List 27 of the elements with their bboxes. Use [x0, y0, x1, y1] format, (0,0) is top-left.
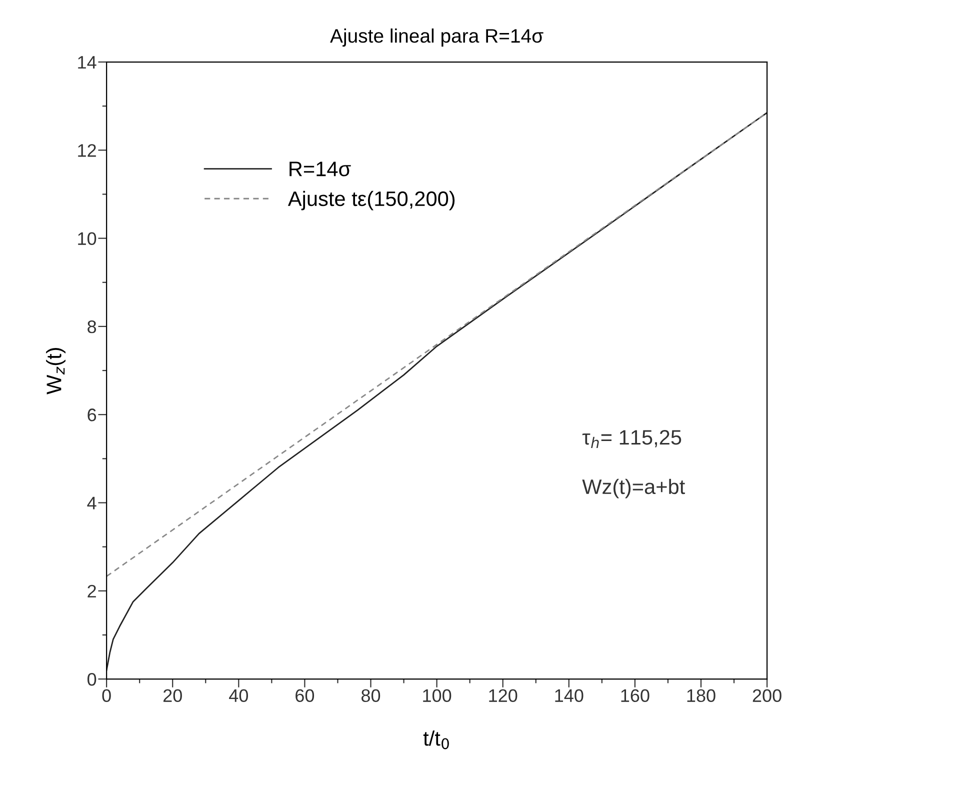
x-tick-label: 140 [555, 689, 584, 702]
y-tick-label: 8 [88, 320, 96, 334]
legend-label: Ajuste tε(150,200) [288, 190, 455, 210]
annotation: Wz(t)=a+bt [582, 478, 685, 498]
x-tick-label: 80 [361, 689, 380, 702]
x-tick-label: 200 [752, 689, 782, 702]
legend-label: R=14σ [290, 162, 351, 176]
annotation: τ$_{h}$= 115,25 [582, 430, 682, 448]
x-tick-label: 120 [489, 689, 518, 702]
y-tick-label: 12 [78, 144, 96, 157]
line-series [106, 112, 768, 671]
y-axis-title: W$_{z}$(t) [46, 348, 66, 394]
x-tick-label: 100 [423, 689, 452, 702]
x-axis-title: t/t$_{0}$ [423, 730, 449, 750]
y-tick-label: 6 [88, 408, 96, 422]
x-tick-label: 0 [102, 689, 111, 702]
x-tick-label: 180 [687, 689, 716, 702]
y-tick-label: 14 [78, 56, 96, 69]
x-tick-label: 20 [163, 689, 182, 702]
y-tick-label: 10 [78, 232, 96, 246]
x-tick-label: 40 [229, 689, 248, 702]
y-tick-label: 2 [88, 584, 96, 598]
y-tick-label: 0 [88, 672, 96, 686]
x-tick-label: 160 [621, 689, 650, 702]
x-tick-label: 60 [296, 689, 314, 702]
y-tick-label: 4 [87, 496, 96, 510]
chart-title: Ajuste lineal para R=14σ [330, 28, 544, 47]
